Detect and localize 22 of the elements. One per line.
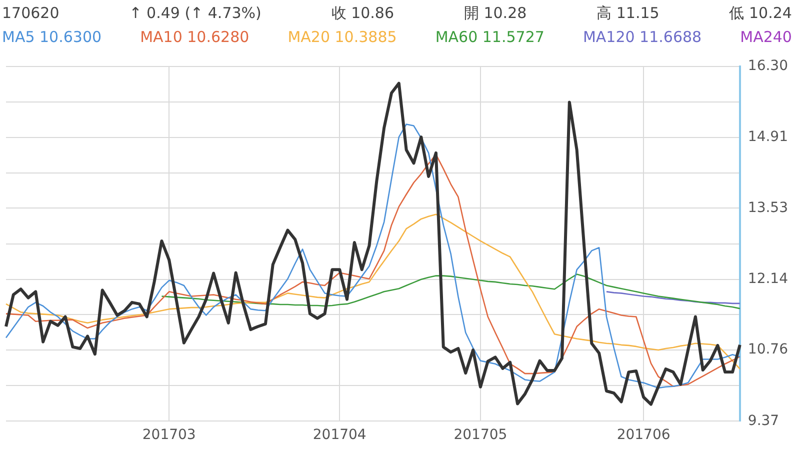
text: 170620 bbox=[2, 4, 60, 23]
y-tick-label: 16.30 bbox=[748, 58, 788, 74]
text: 高 11.15 bbox=[596, 4, 660, 23]
x-tick-label: 201705 bbox=[454, 427, 508, 444]
legend-label: MA240 bbox=[740, 28, 792, 46]
text: MA60 11.5727 bbox=[435, 28, 544, 46]
y-tick-label: 9.37 bbox=[748, 412, 780, 429]
text: 低 10.24 bbox=[729, 4, 792, 23]
text: MA5 10.6300 bbox=[2, 28, 102, 46]
y-tick-label: 12.14 bbox=[748, 271, 788, 288]
text: MA20 10.3885 bbox=[288, 28, 397, 46]
y-tick-label: 14.91 bbox=[748, 129, 788, 146]
x-tick-label: 201703 bbox=[142, 427, 196, 444]
y-tick-label: 13.53 bbox=[748, 200, 788, 216]
text: 開 10.28 bbox=[464, 4, 527, 23]
y-tick-label: 10.76 bbox=[748, 342, 788, 358]
x-tick-label: 201706 bbox=[616, 427, 670, 444]
text: MA10 10.6280 bbox=[140, 28, 250, 46]
x-tick-label: 201704 bbox=[312, 427, 366, 444]
text: 收 10.86 bbox=[331, 4, 394, 23]
text: ↑ 0.49 (↑ 4.73%) bbox=[129, 4, 262, 23]
text: MA120 11.6688 bbox=[582, 28, 702, 46]
